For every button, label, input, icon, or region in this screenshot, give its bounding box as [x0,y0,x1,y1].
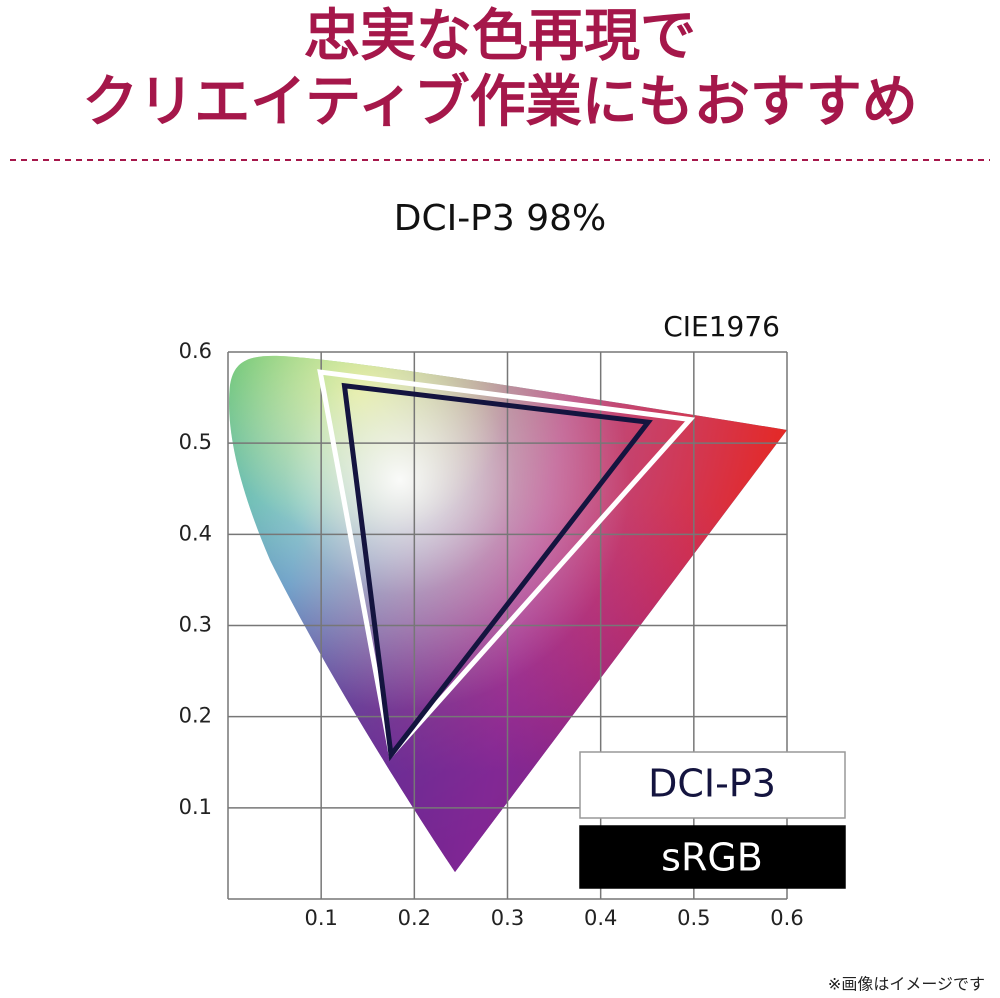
gamut-triangle [341,382,653,762]
x-tick-label: 0.1 [304,906,337,930]
x-tick-label: 0.3 [491,906,524,930]
gamut-triangle [317,369,696,761]
y-tick-label: 0.6 [179,339,212,363]
x-tick-label: 0.2 [398,906,431,930]
y-tick-label: 0.3 [179,613,212,637]
footnote: ※画像はイメージです [828,975,985,994]
space-label: CIE1976 [663,310,780,343]
legend-box [579,751,846,819]
legend: DCI-P3 sRGB [579,751,846,889]
x-tick-label: 0.5 [677,906,710,930]
title-line: クリエイティブ作業にもおすすめ [82,70,918,135]
subtitle: DCI-P3 98% [394,198,607,239]
title-line: 忠実な色再現で [304,4,696,69]
y-tick-label: 0.5 [179,430,212,454]
legend-box [579,825,846,889]
y-tick-label: 0.4 [179,521,212,545]
y-tick-label: 0.2 [179,704,212,728]
x-tick-label: 0.4 [584,906,617,930]
x-tick-label: 0.6 [770,906,803,930]
legend-label: DCI-P3 [648,762,776,806]
y-tick-label: 0.1 [179,795,212,819]
gamuts [317,369,696,762]
legend-label: sRGB [661,836,763,880]
